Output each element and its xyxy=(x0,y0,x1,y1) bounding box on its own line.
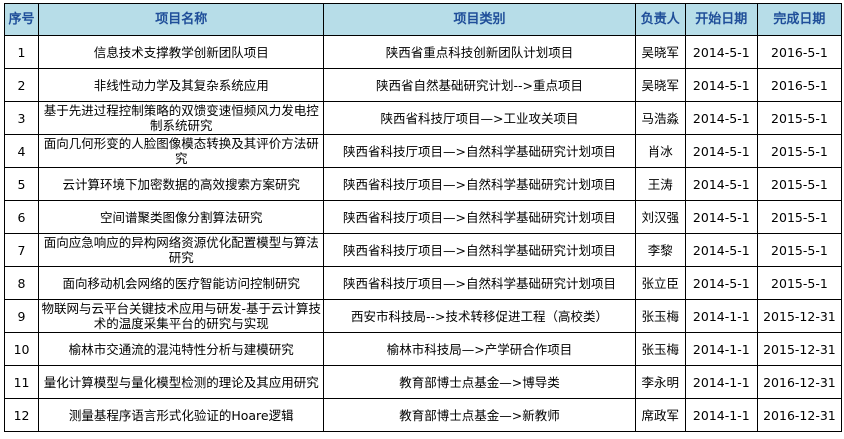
table-row: 9 物联网与云平台关键技术应用与研发-基于云计算技术的温度采集平台的研究与实现 西安… xyxy=(3,299,843,333)
cell-project-category: 西安市科技局-->技术转移促进工程（高校类） xyxy=(323,299,636,333)
header-end-date: 完成日期 xyxy=(756,3,843,36)
cell-project-name: 云计算环境下加密数据的高效搜索方案研究 xyxy=(38,167,325,201)
table-row: 6 空间谱聚类图像分割算法研究 陕西省科技厅项目—>自然科学基础研究计划项目 刘汉强 2… xyxy=(3,200,843,234)
table-row: 3 基于先进过程控制策略的双馈变速恒频风力发电控制系统研究 陕西省科技厅项目—>工业… xyxy=(3,101,843,135)
table-row: 11 量化计算模型与量化模型检测的理论及其应用研究 教育部博士点基金—>博导类 李永明… xyxy=(3,365,843,399)
cell-index: 6 xyxy=(3,200,40,234)
cell-project-category: 陕西省科技厅项目—>自然科学基础研究计划项目 xyxy=(323,134,636,168)
table-row: 12 测量基程序语言形式化验证的Hoare逻辑 教育部博士点基金—>新教师 席政军 20… xyxy=(3,398,843,432)
cell-start-date: 2014-5-1 xyxy=(684,68,758,102)
table-row: 1 信息技术支撑教学创新团队项目 陕西省重点科技创新团队计划项目 吴晓军 2014-5-… xyxy=(3,35,843,69)
cell-end-date: 2016-12-31 xyxy=(756,398,843,432)
header-project-category: 项目类别 xyxy=(323,3,636,36)
cell-leader: 李黎 xyxy=(634,233,686,267)
cell-end-date: 2016-5-1 xyxy=(756,68,843,102)
cell-leader: 张玉梅 xyxy=(634,299,686,333)
cell-project-name: 量化计算模型与量化模型检测的理论及其应用研究 xyxy=(38,365,325,399)
cell-end-date: 2015-5-1 xyxy=(756,266,843,300)
cell-leader: 王涛 xyxy=(634,167,686,201)
cell-end-date: 2015-5-1 xyxy=(756,134,843,168)
cell-index: 3 xyxy=(3,101,40,135)
cell-start-date: 2014-5-1 xyxy=(684,200,758,234)
cell-end-date: 2015-5-1 xyxy=(756,101,843,135)
cell-end-date: 2015-12-31 xyxy=(756,299,843,333)
cell-start-date: 2014-5-1 xyxy=(684,101,758,135)
cell-leader: 刘汉强 xyxy=(634,200,686,234)
cell-project-category: 陕西省科技厅项目—>工业攻关项目 xyxy=(323,101,636,135)
cell-end-date: 2015-12-31 xyxy=(756,332,843,366)
cell-index: 7 xyxy=(3,233,40,267)
cell-project-category: 陕西省科技厅项目—>自然科学基础研究计划项目 xyxy=(323,200,636,234)
cell-project-category: 陕西省自然基础研究计划-->重点项目 xyxy=(323,68,636,102)
cell-leader: 张玉梅 xyxy=(634,332,686,366)
header-index: 序号 xyxy=(3,3,40,36)
cell-project-name: 信息技术支撑教学创新团队项目 xyxy=(38,35,325,69)
cell-index: 2 xyxy=(3,68,40,102)
header-row: 序号 项目名称 项目类别 负责人 开始日期 完成日期 xyxy=(3,3,843,36)
cell-start-date: 2014-5-1 xyxy=(684,233,758,267)
cell-project-name: 空间谱聚类图像分割算法研究 xyxy=(38,200,325,234)
cell-leader: 马浩淼 xyxy=(634,101,686,135)
cell-project-name: 榆林市交通流的混沌特性分析与建模研究 xyxy=(38,332,325,366)
cell-project-category: 陕西省科技厅项目—>自然科学基础研究计划项目 xyxy=(323,266,636,300)
header-project-name: 项目名称 xyxy=(38,3,325,36)
cell-project-name: 物联网与云平台关键技术应用与研发-基于云计算技术的温度采集平台的研究与实现 xyxy=(38,299,325,333)
cell-project-category: 榆林市科技局—>产学研合作项目 xyxy=(323,332,636,366)
cell-start-date: 2014-5-1 xyxy=(684,35,758,69)
cell-index: 9 xyxy=(3,299,40,333)
table-row: 8 面向移动机会网络的医疗智能访问控制研究 陕西省科技厅项目—>自然科学基础研究计划… xyxy=(3,266,843,300)
cell-end-date: 2015-5-1 xyxy=(756,233,843,267)
cell-end-date: 2015-5-1 xyxy=(756,167,843,201)
header-leader: 负责人 xyxy=(634,3,686,36)
cell-project-category: 教育部博士点基金—>新教师 xyxy=(323,398,636,432)
table-row: 4 面向几何形变的人脸图像模态转换及其评价方法研究 陕西省科技厅项目—>自然科学基础… xyxy=(3,134,843,168)
cell-index: 11 xyxy=(3,365,40,399)
cell-project-name: 基于先进过程控制策略的双馈变速恒频风力发电控制系统研究 xyxy=(38,101,325,135)
cell-index: 5 xyxy=(3,167,40,201)
cell-index: 4 xyxy=(3,134,40,168)
cell-leader: 吴晓军 xyxy=(634,35,686,69)
cell-project-category: 教育部博士点基金—>博导类 xyxy=(323,365,636,399)
cell-project-name: 测量基程序语言形式化验证的Hoare逻辑 xyxy=(38,398,325,432)
header-start-date: 开始日期 xyxy=(684,3,758,36)
cell-leader: 肖冰 xyxy=(634,134,686,168)
project-table: 序号 项目名称 项目类别 负责人 开始日期 完成日期 1 信息技术支撑教学创新团队… xyxy=(3,3,843,432)
cell-project-name: 非线性动力学及其复杂系统应用 xyxy=(38,68,325,102)
cell-project-category: 陕西省科技厅项目—>自然科学基础研究计划项目 xyxy=(323,167,636,201)
cell-project-name: 面向应急响应的异构网络资源优化配置模型与算法研究 xyxy=(38,233,325,267)
cell-index: 1 xyxy=(3,35,40,69)
table-row: 5 云计算环境下加密数据的高效搜索方案研究 陕西省科技厅项目—>自然科学基础研究计划… xyxy=(3,167,843,201)
cell-leader: 席政军 xyxy=(634,398,686,432)
cell-start-date: 2014-1-1 xyxy=(684,365,758,399)
cell-index: 12 xyxy=(3,398,40,432)
cell-project-category: 陕西省重点科技创新团队计划项目 xyxy=(323,35,636,69)
cell-leader: 张立臣 xyxy=(634,266,686,300)
cell-leader: 李永明 xyxy=(634,365,686,399)
cell-end-date: 2015-5-1 xyxy=(756,200,843,234)
cell-project-category: 陕西省科技厅项目—>自然科学基础研究计划项目 xyxy=(323,233,636,267)
cell-end-date: 2016-12-31 xyxy=(756,365,843,399)
cell-start-date: 2014-1-1 xyxy=(684,332,758,366)
cell-start-date: 2014-5-1 xyxy=(684,266,758,300)
cell-project-name: 面向移动机会网络的医疗智能访问控制研究 xyxy=(38,266,325,300)
cell-start-date: 2014-5-1 xyxy=(684,167,758,201)
cell-leader: 吴晓军 xyxy=(634,68,686,102)
cell-start-date: 2014-5-1 xyxy=(684,134,758,168)
cell-index: 8 xyxy=(3,266,40,300)
cell-project-name: 面向几何形变的人脸图像模态转换及其评价方法研究 xyxy=(38,134,325,168)
cell-index: 10 xyxy=(3,332,40,366)
cell-end-date: 2016-5-1 xyxy=(756,35,843,69)
cell-start-date: 2014-1-1 xyxy=(684,299,758,333)
table-row: 10 榆林市交通流的混沌特性分析与建模研究 榆林市科技局—>产学研合作项目 张玉梅 20… xyxy=(3,332,843,366)
table-row: 2 非线性动力学及其复杂系统应用 陕西省自然基础研究计划-->重点项目 吴晓军 2014… xyxy=(3,68,843,102)
table-row: 7 面向应急响应的异构网络资源优化配置模型与算法研究 陕西省科技厅项目—>自然科学基… xyxy=(3,233,843,267)
cell-start-date: 2014-1-1 xyxy=(684,398,758,432)
